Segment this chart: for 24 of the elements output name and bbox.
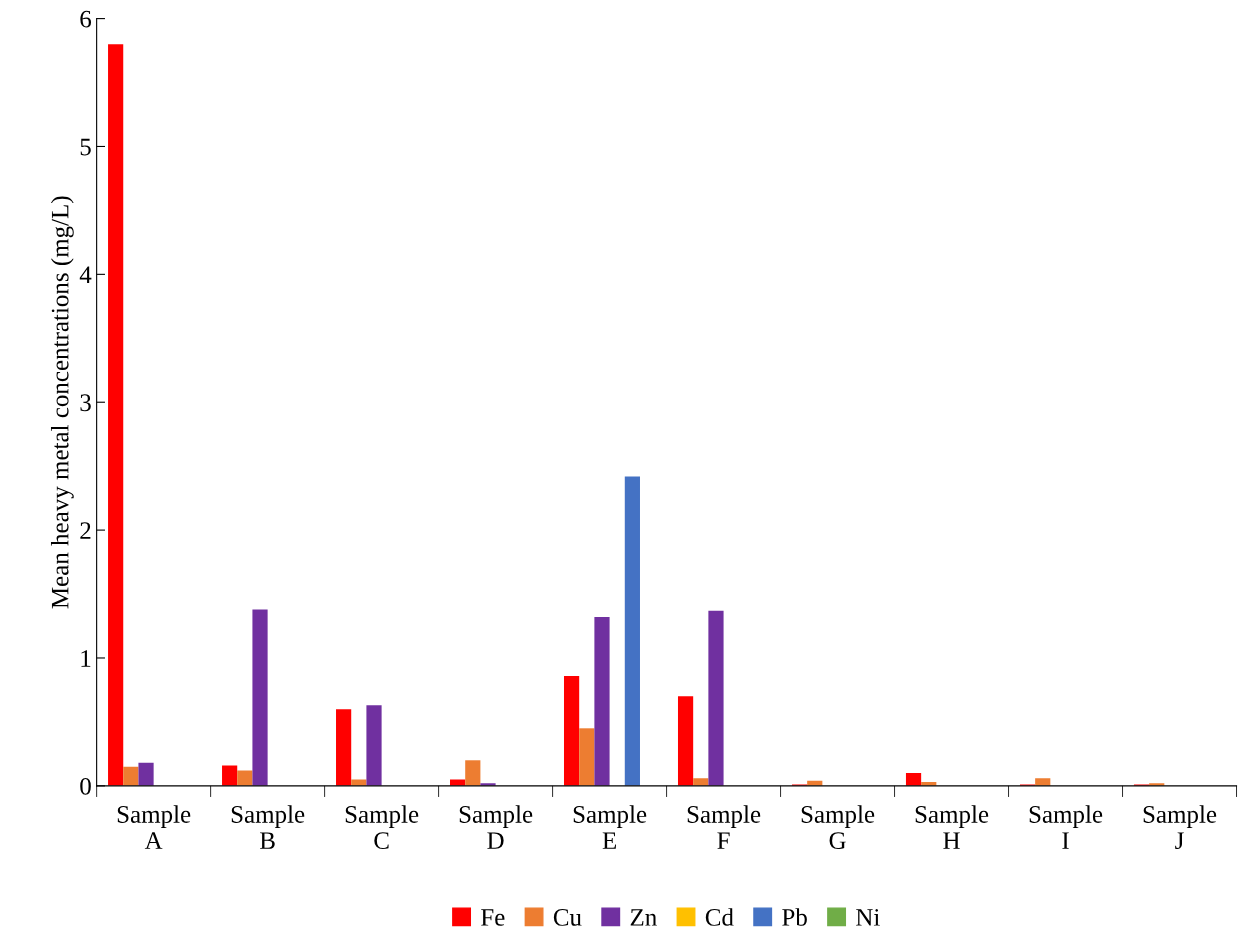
legend-label: Pb [782,908,807,926]
x-tick-label: Sample F [687,805,761,849]
legend-label: Fe [481,909,505,926]
y-tick-label: 6 [80,10,92,28]
x-tick-label: Sample B [231,805,305,849]
legend-label: Ni [856,909,880,926]
y-tick-label: 4 [79,266,92,284]
x-tick-label: Sample A [117,805,191,849]
y-tick-label: 2 [80,522,91,539]
x-tick-label: Sample H [915,805,989,849]
x-tick-label: Sample I [1029,805,1103,849]
x-tick-label: Sample C [345,805,419,850]
x-tick-label: Sample E [573,805,647,849]
y-tick-label: 1 [81,650,91,667]
x-tick-label: Sample G [801,805,875,850]
legend-label: Cd [705,908,734,926]
y-axis-title: Mean heavy metal concentrations (mg/L) [50,196,74,609]
y-tick-label: 3 [80,394,91,412]
y-tick-label: 5 [80,138,91,156]
x-tick-label: Sample J [1143,805,1217,850]
y-tick-label: 0 [80,777,91,795]
legend-label: Zn [630,909,657,926]
x-tick-label: Sample D [459,805,533,849]
legend-label: Cu [553,909,582,926]
